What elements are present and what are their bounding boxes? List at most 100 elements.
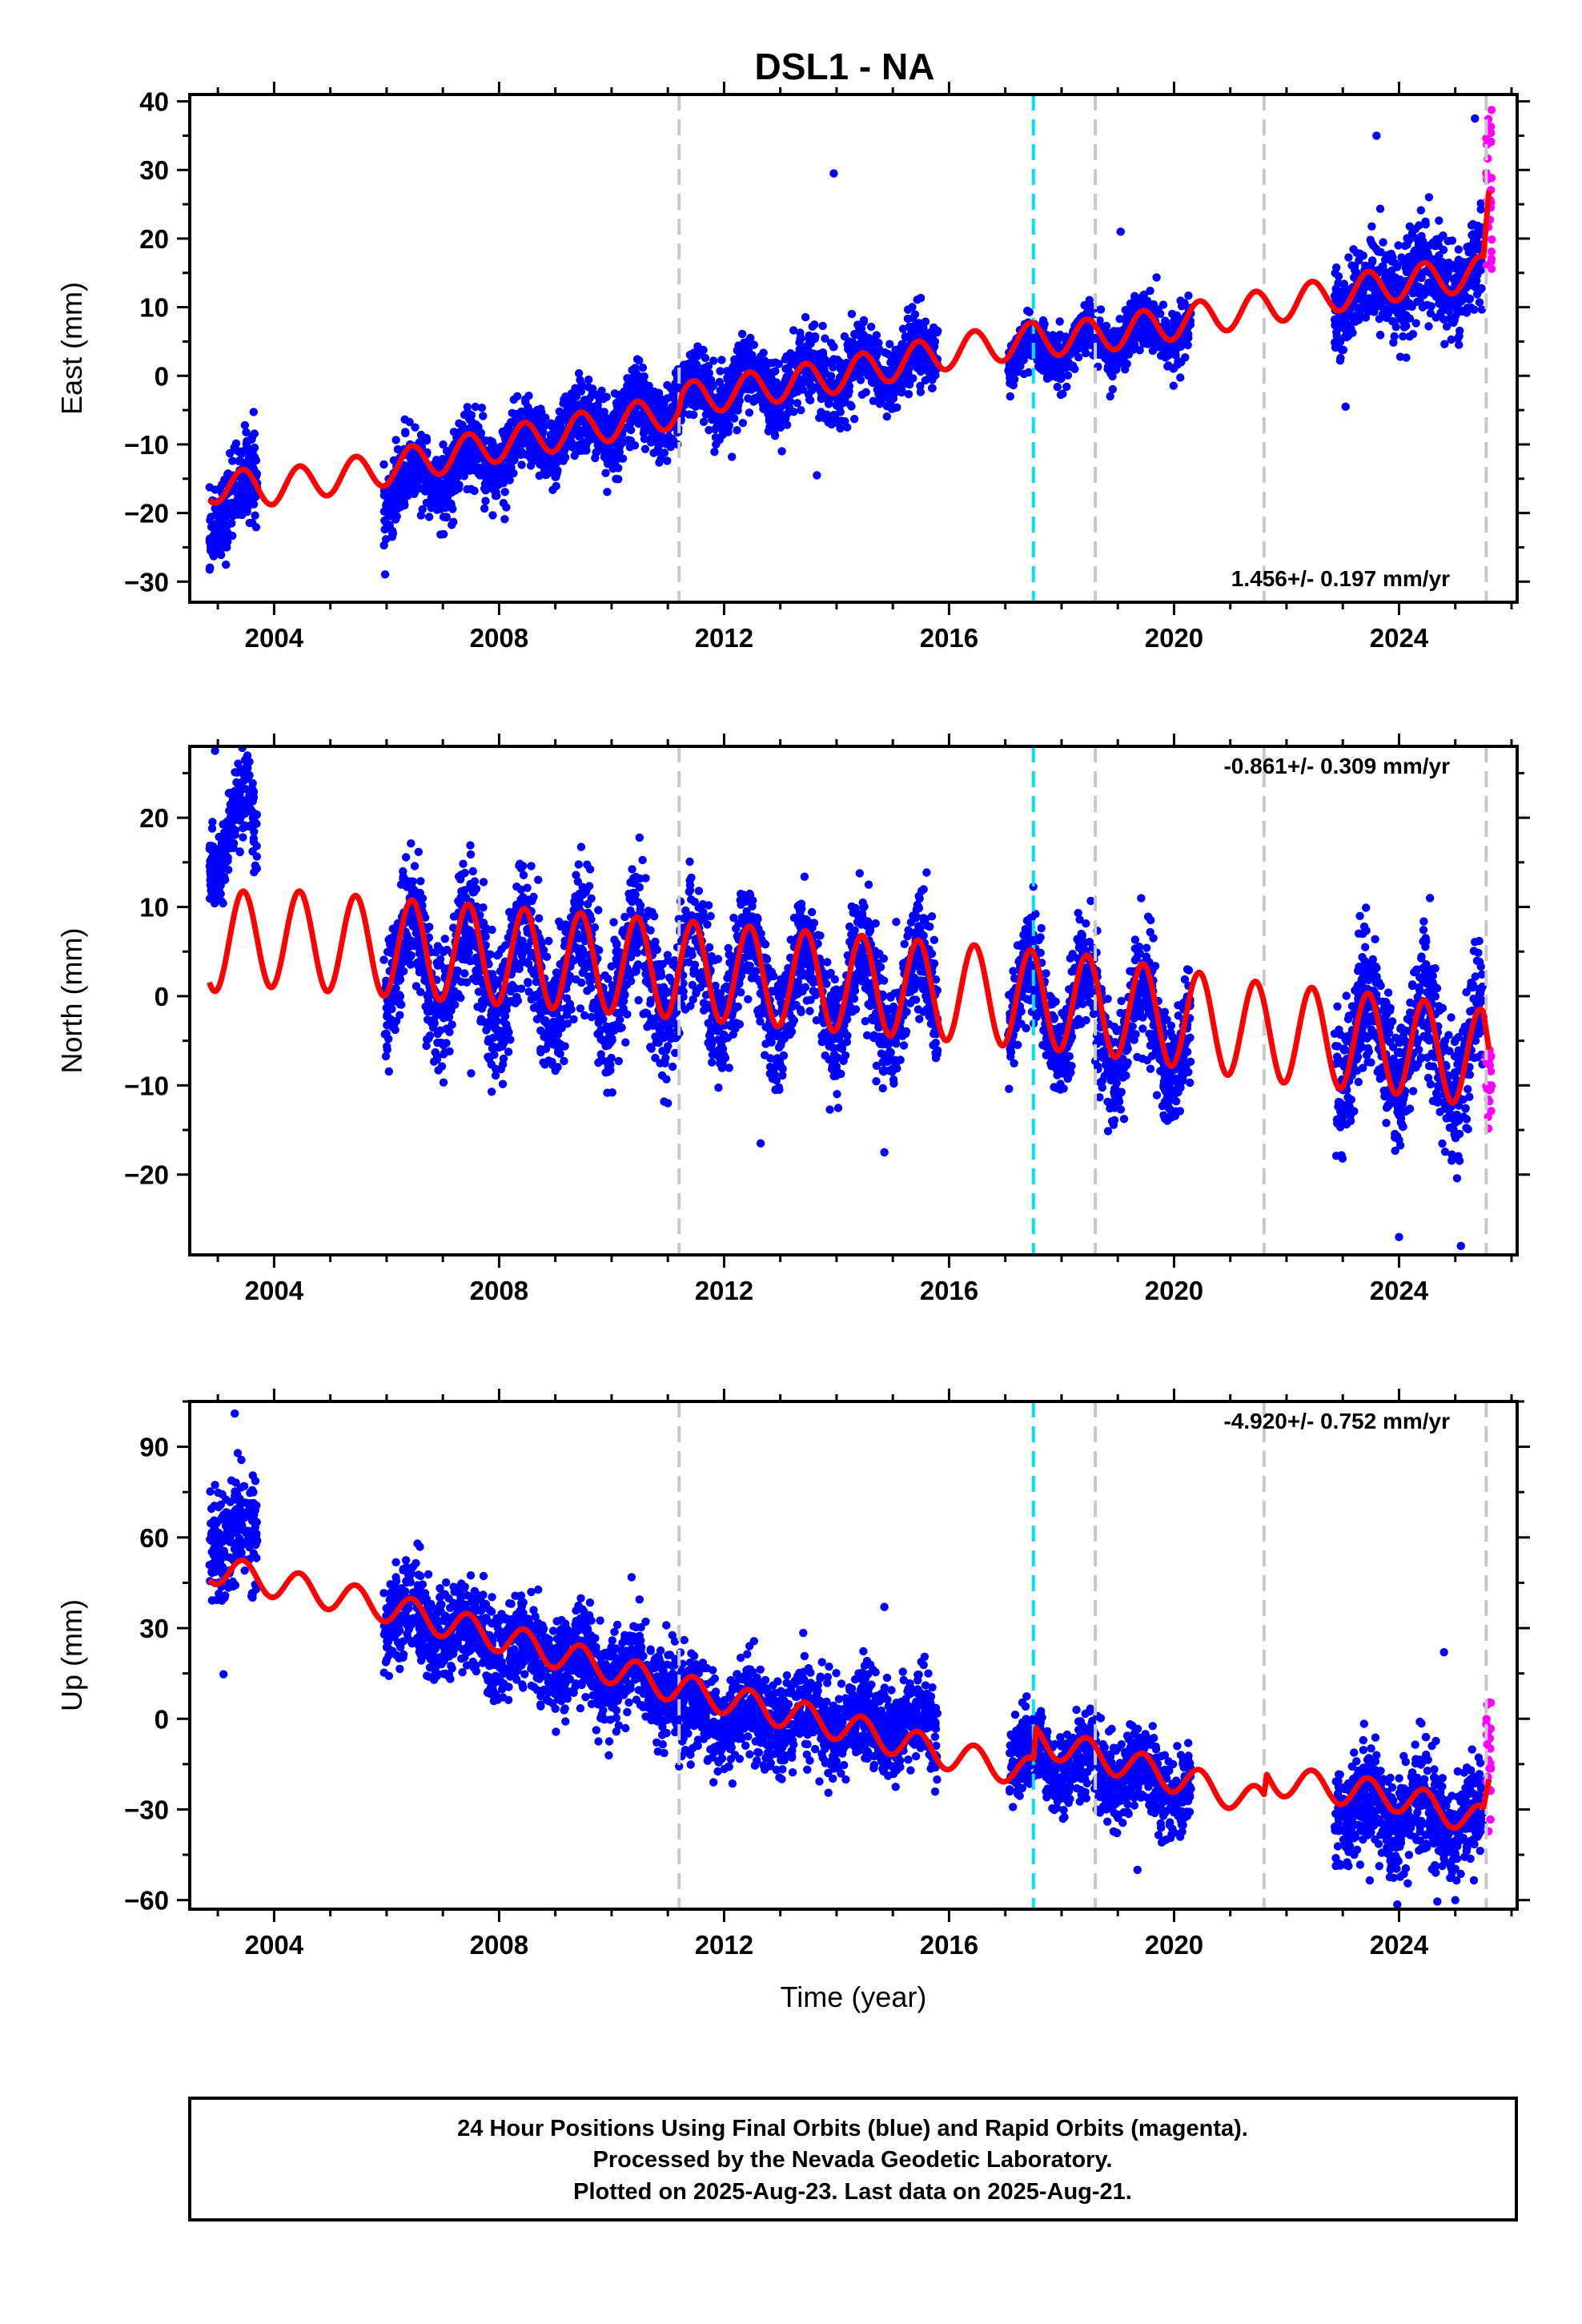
data-point [1004, 366, 1013, 375]
data-point [820, 364, 829, 372]
data-point [206, 870, 215, 879]
rapid-point [1486, 122, 1496, 131]
data-point [631, 377, 640, 386]
data-point [1476, 285, 1485, 294]
data-point [403, 464, 412, 473]
data-point [1130, 334, 1139, 344]
rapid-point [1487, 254, 1496, 263]
data-point [805, 331, 813, 340]
data-point [548, 422, 556, 432]
data-point [410, 487, 419, 497]
data-point [239, 777, 247, 786]
data-point [913, 319, 921, 328]
data-point [1332, 332, 1342, 340]
data-point [744, 394, 753, 403]
data-point [903, 314, 913, 324]
data-point [594, 906, 603, 915]
data-point [926, 336, 935, 345]
data-point [211, 510, 220, 520]
data-point [822, 410, 832, 419]
data-point [655, 448, 665, 457]
data-point [1389, 338, 1398, 347]
data-point [500, 515, 509, 524]
data-point [586, 406, 596, 415]
data-point [1435, 258, 1444, 267]
data-point [1106, 392, 1114, 401]
data-point [481, 497, 490, 505]
data-point [882, 402, 892, 411]
data-point [1447, 236, 1457, 245]
data-point [804, 390, 813, 399]
data-point [463, 403, 472, 412]
data-point [479, 412, 488, 420]
data-point [887, 352, 896, 362]
data-point [439, 513, 448, 521]
data-point [206, 563, 215, 572]
data-point [600, 418, 609, 427]
data-point [733, 426, 741, 435]
data-point [392, 489, 402, 498]
data-point [1108, 384, 1118, 394]
data-point [629, 416, 639, 425]
data-point [600, 393, 608, 403]
data-point [560, 453, 570, 462]
data-point [1145, 325, 1154, 334]
data-point [828, 379, 837, 388]
data-point [1445, 296, 1455, 304]
data-point [574, 369, 584, 378]
data-point [228, 456, 237, 465]
data-point [1332, 263, 1341, 272]
data-point [899, 380, 909, 388]
data-point [797, 406, 805, 415]
data-point [1006, 392, 1015, 401]
data-point [634, 410, 643, 420]
data-point [1096, 305, 1106, 314]
data-point [492, 491, 501, 501]
data-point [222, 560, 231, 569]
data-point [1468, 230, 1478, 239]
data-point [796, 334, 805, 343]
data-point [765, 403, 773, 412]
data-point [860, 333, 869, 343]
data-point [1330, 315, 1339, 324]
data-point [1435, 216, 1443, 225]
data-point [737, 329, 747, 339]
data-point [424, 513, 434, 521]
data-point [741, 339, 750, 348]
data-point [1058, 389, 1067, 398]
data-point [916, 388, 926, 396]
data-point [610, 389, 620, 398]
data-point [476, 471, 484, 480]
y-tick-label: 30 [139, 155, 169, 185]
data-point [1114, 327, 1123, 336]
data-point [1169, 364, 1178, 373]
velocity-label: 1.456+/- 0.197 mm/yr [1231, 566, 1450, 591]
data-point [1355, 256, 1363, 265]
data-point [701, 353, 710, 363]
data-point [209, 552, 219, 561]
data-point [658, 404, 667, 412]
data-point [1105, 332, 1114, 340]
data-point [496, 442, 505, 452]
data-point [1054, 342, 1063, 352]
data-point [728, 452, 737, 461]
data-point [1038, 316, 1048, 325]
data-point [1351, 317, 1360, 326]
data-point [1447, 335, 1456, 344]
data-point [1108, 372, 1117, 381]
data-point [213, 544, 223, 553]
data-point [573, 440, 583, 450]
data-point [221, 875, 230, 884]
data-point [709, 356, 718, 365]
data-point [1085, 296, 1094, 304]
data-point [238, 785, 247, 794]
data-point [638, 363, 648, 372]
data-point [1043, 370, 1052, 380]
data-point [628, 865, 636, 874]
data-point [615, 410, 624, 419]
data-point [236, 765, 245, 774]
data-point [640, 434, 649, 444]
data-point [480, 479, 490, 489]
data-point [227, 519, 236, 528]
data-point [767, 424, 776, 433]
